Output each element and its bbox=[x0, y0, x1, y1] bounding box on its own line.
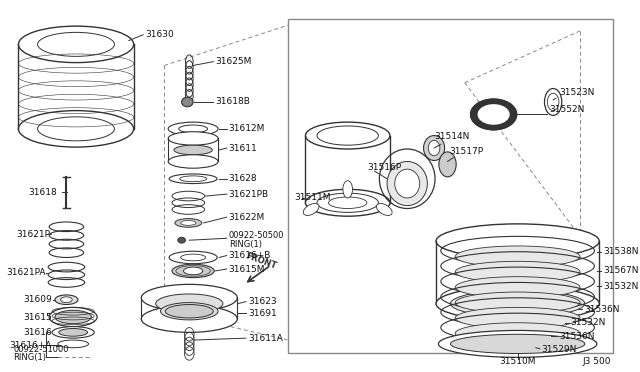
Ellipse shape bbox=[165, 305, 213, 318]
Ellipse shape bbox=[156, 294, 223, 313]
Text: 31621PB: 31621PB bbox=[228, 190, 269, 199]
Ellipse shape bbox=[547, 93, 559, 110]
Text: 31517P: 31517P bbox=[449, 147, 484, 156]
Ellipse shape bbox=[387, 161, 428, 206]
Ellipse shape bbox=[175, 219, 202, 227]
Ellipse shape bbox=[328, 197, 367, 209]
Ellipse shape bbox=[182, 97, 193, 107]
Polygon shape bbox=[470, 99, 516, 130]
Ellipse shape bbox=[180, 254, 205, 261]
Ellipse shape bbox=[55, 310, 92, 324]
Text: 31510M: 31510M bbox=[499, 357, 536, 366]
Ellipse shape bbox=[451, 290, 585, 317]
Text: 31630: 31630 bbox=[145, 30, 174, 39]
Ellipse shape bbox=[303, 203, 319, 215]
Text: 00922-51000: 00922-51000 bbox=[13, 345, 69, 354]
Ellipse shape bbox=[168, 132, 218, 145]
Ellipse shape bbox=[161, 302, 218, 320]
Polygon shape bbox=[478, 105, 509, 124]
Ellipse shape bbox=[19, 110, 134, 147]
Text: 00922-50500: 00922-50500 bbox=[228, 231, 284, 240]
Ellipse shape bbox=[168, 155, 218, 168]
Ellipse shape bbox=[439, 152, 456, 177]
Text: 31514N: 31514N bbox=[434, 132, 470, 141]
Text: 31618: 31618 bbox=[28, 188, 57, 197]
Ellipse shape bbox=[424, 135, 445, 161]
Text: RING(1): RING(1) bbox=[228, 240, 262, 248]
Ellipse shape bbox=[438, 330, 597, 357]
Text: 31691: 31691 bbox=[248, 309, 276, 318]
Text: 31523N: 31523N bbox=[559, 88, 595, 97]
Text: 31552N: 31552N bbox=[549, 105, 585, 114]
Bar bbox=[288, 19, 612, 353]
Ellipse shape bbox=[455, 307, 580, 328]
Ellipse shape bbox=[455, 261, 580, 282]
Text: 31616+B: 31616+B bbox=[228, 251, 271, 260]
Ellipse shape bbox=[38, 117, 115, 141]
Ellipse shape bbox=[455, 277, 580, 298]
Text: 31621PA: 31621PA bbox=[7, 268, 46, 278]
Ellipse shape bbox=[55, 295, 78, 305]
Text: 31616+A: 31616+A bbox=[10, 341, 52, 350]
Text: 31615M: 31615M bbox=[228, 264, 265, 273]
Ellipse shape bbox=[169, 251, 217, 264]
Ellipse shape bbox=[141, 305, 237, 332]
Ellipse shape bbox=[49, 307, 97, 327]
Text: 31621P: 31621P bbox=[16, 230, 50, 239]
Ellipse shape bbox=[436, 224, 599, 259]
Text: 31628: 31628 bbox=[228, 174, 257, 183]
Ellipse shape bbox=[317, 193, 378, 212]
Text: 31567N: 31567N bbox=[603, 266, 639, 275]
Text: 31538N: 31538N bbox=[603, 247, 639, 256]
Text: 31536N: 31536N bbox=[559, 332, 595, 341]
Text: 31616: 31616 bbox=[23, 328, 52, 337]
Text: 31625M: 31625M bbox=[215, 57, 252, 66]
Ellipse shape bbox=[180, 176, 207, 182]
Ellipse shape bbox=[169, 174, 217, 183]
Text: 31516P: 31516P bbox=[367, 163, 401, 172]
Ellipse shape bbox=[343, 181, 353, 198]
Ellipse shape bbox=[59, 328, 88, 336]
Ellipse shape bbox=[455, 323, 580, 344]
Text: 31529N: 31529N bbox=[541, 345, 577, 354]
Text: RING(1): RING(1) bbox=[13, 353, 47, 362]
Ellipse shape bbox=[455, 246, 580, 267]
Ellipse shape bbox=[172, 264, 214, 278]
Ellipse shape bbox=[180, 221, 196, 225]
Ellipse shape bbox=[179, 125, 207, 133]
Text: J3 500: J3 500 bbox=[582, 357, 611, 366]
Text: FRONT: FRONT bbox=[244, 251, 278, 271]
Ellipse shape bbox=[52, 327, 94, 338]
Ellipse shape bbox=[178, 237, 186, 243]
Ellipse shape bbox=[428, 140, 440, 156]
Text: 31532N: 31532N bbox=[603, 282, 639, 291]
Ellipse shape bbox=[61, 297, 72, 302]
Text: 31618B: 31618B bbox=[215, 97, 250, 106]
Ellipse shape bbox=[317, 126, 378, 145]
Ellipse shape bbox=[58, 340, 88, 348]
Text: 31511M: 31511M bbox=[294, 193, 330, 202]
Ellipse shape bbox=[305, 122, 390, 149]
Ellipse shape bbox=[141, 284, 237, 311]
Text: 31532N: 31532N bbox=[570, 318, 606, 327]
Ellipse shape bbox=[455, 292, 580, 313]
Text: 31609: 31609 bbox=[23, 295, 52, 304]
Ellipse shape bbox=[376, 203, 392, 215]
Ellipse shape bbox=[19, 26, 134, 62]
Ellipse shape bbox=[451, 334, 585, 353]
Text: 31622M: 31622M bbox=[228, 213, 265, 222]
Text: 31536N: 31536N bbox=[584, 305, 620, 314]
Ellipse shape bbox=[168, 122, 218, 135]
Text: 31611: 31611 bbox=[228, 144, 257, 153]
Ellipse shape bbox=[305, 189, 390, 216]
Text: 31612M: 31612M bbox=[228, 124, 265, 133]
Ellipse shape bbox=[38, 32, 115, 57]
Text: 31611A: 31611A bbox=[248, 334, 283, 343]
Text: 31623: 31623 bbox=[248, 297, 276, 306]
Ellipse shape bbox=[184, 267, 203, 275]
Ellipse shape bbox=[436, 286, 599, 321]
Ellipse shape bbox=[174, 145, 212, 155]
Text: 31615: 31615 bbox=[23, 312, 52, 321]
Ellipse shape bbox=[395, 169, 420, 198]
